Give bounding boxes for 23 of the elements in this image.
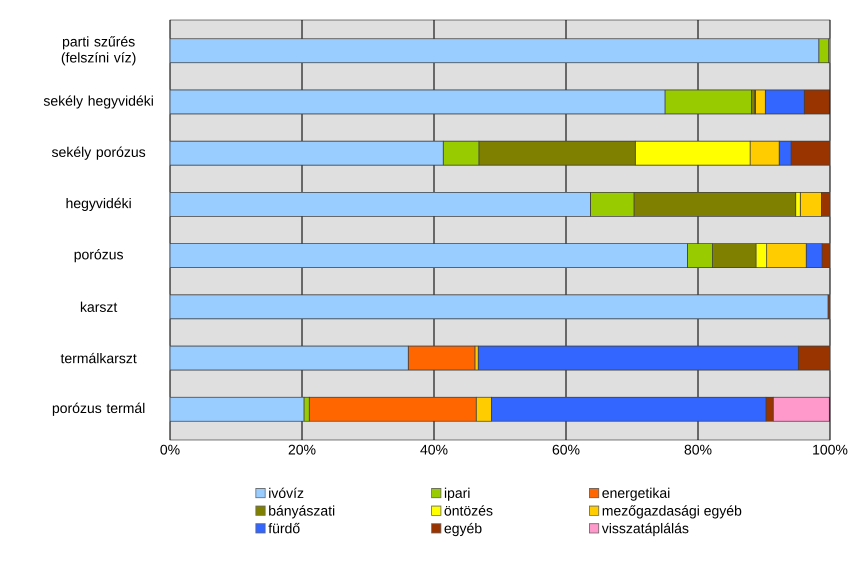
x-tick-label: 0% (160, 444, 180, 455)
y-tick-label: hegyvidéki (66, 198, 131, 211)
legend-label: egyéb (444, 522, 482, 536)
x-tick-label: 60% (552, 444, 580, 455)
legend-label: bányászati (269, 505, 334, 518)
legend-label: öntözés (444, 505, 492, 516)
y-tick-label: porózus termál (52, 402, 144, 416)
y-tick-label: parti szűrés (felszíni víz) (62, 36, 136, 66)
legend-label: visszatáplálás (602, 522, 688, 536)
y-tick-label: porózus (74, 249, 124, 262)
y-tick-label: termálkarszt (60, 352, 137, 364)
y-tick-label: sekély hegyvidéki (44, 95, 153, 109)
legend-label: ivóvíz (269, 488, 304, 498)
x-tick-label: 20% (288, 444, 316, 455)
x-tick-label: 80% (684, 444, 712, 455)
legend-label: mezőgazdasági egyéb (602, 505, 742, 518)
legend-label: ipari (444, 488, 470, 501)
legend-label: energetikai (602, 488, 670, 501)
x-tick-label: 40% (420, 444, 448, 455)
y-tick-label: sekély porózus (52, 146, 146, 160)
x-tick-label: 100% (813, 444, 848, 455)
legend-label: fürdő (268, 522, 300, 534)
y-tick-label: karszt (80, 302, 118, 312)
